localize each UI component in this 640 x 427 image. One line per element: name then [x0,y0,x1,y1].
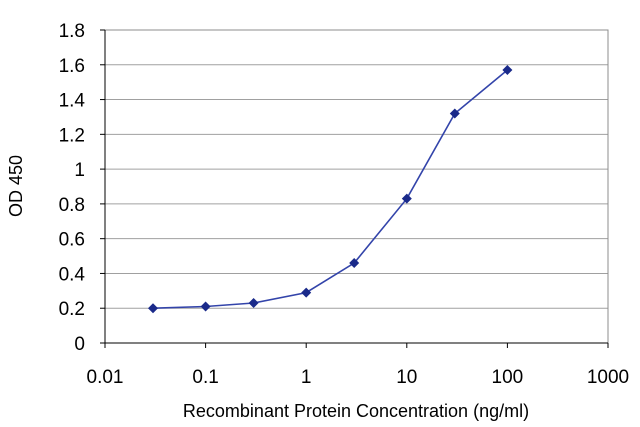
x-tick-label: 0.1 [192,367,218,388]
y-tick-label: 0.2 [59,299,85,320]
y-tick-label: 0.6 [59,230,85,251]
data-point [147,303,158,314]
data-point [349,258,360,269]
plot-frame [104,29,609,344]
y-tick-label: 1.8 [59,21,85,42]
x-tick-label: 100 [492,367,524,388]
x-tick-label: 0.01 [87,367,124,388]
y-tick-label: 0.8 [59,195,85,216]
data-point [502,64,513,75]
gridlines [105,29,608,309]
series [147,64,513,314]
series-line [152,69,508,309]
y-tick-label: 1.2 [59,125,85,146]
x-tick-label: 10 [396,367,417,388]
data-point [401,193,412,204]
y-axis-title: OD 450 [6,155,26,217]
y-tick-label: 1 [74,160,85,181]
y-tick-label: 0.4 [59,264,86,285]
x-axis-title: Recombinant Protein Concentration (ng/ml… [183,401,529,421]
data-point [301,287,312,298]
x-tick-label: 1 [301,367,312,388]
data-point [200,301,211,312]
x-tick-label: 1000 [587,367,629,388]
data-point [449,108,460,119]
data-point [248,298,259,309]
y-tick-label: 0 [74,334,85,355]
y-tick-label: 1.6 [59,56,85,77]
tick-labels: 0 0.2 0.4 0.6 0.8 1 1.2 1.4 1.6 1.8 0.01 0.1 1 10 100 1… [59,21,630,388]
y-tick-label: 1.4 [59,91,86,112]
axes [100,29,609,348]
